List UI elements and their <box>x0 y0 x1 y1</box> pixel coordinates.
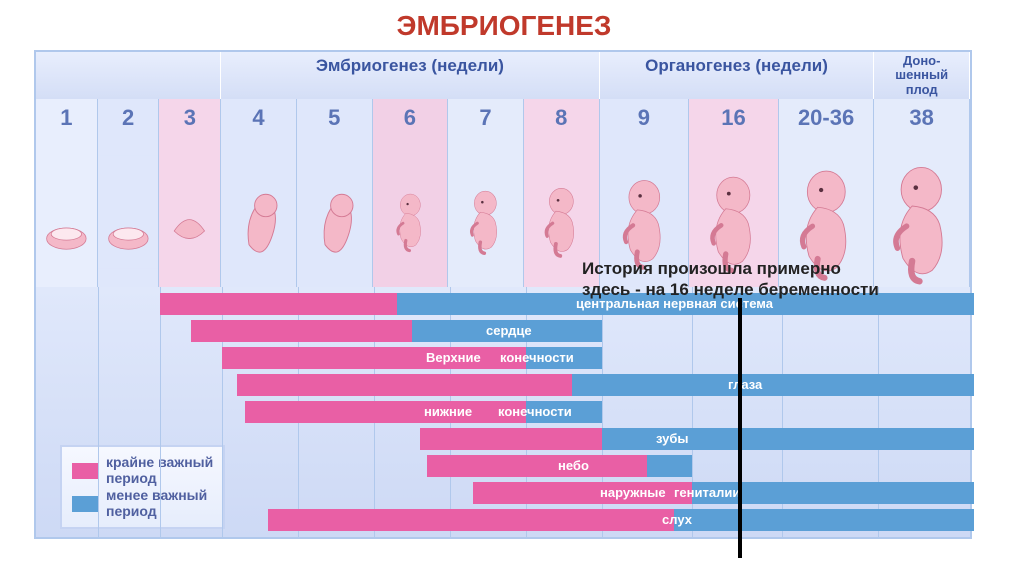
annotation-pointer <box>738 298 742 558</box>
week-cell-1: 1 <box>36 99 98 137</box>
embryo-week-7 <box>448 137 524 287</box>
header-organogenesis: Органогенез (недели) <box>600 52 875 99</box>
bar-less-critical <box>647 455 692 477</box>
annotation-line2: здесь - на 16 неделе беременности <box>582 279 879 300</box>
gantt-area: крайне важный период менее важный период… <box>36 287 970 537</box>
bar-label: нижние <box>424 404 472 419</box>
bar-label: наружные <box>600 485 666 500</box>
week-cell-20-36: 20-36 <box>779 99 875 137</box>
embryo-week-3 <box>159 137 221 287</box>
bar-label: гениталии <box>674 485 740 500</box>
bar-label: глаза <box>728 377 762 392</box>
week-cell-8: 8 <box>524 99 600 137</box>
week-cell-38: 38 <box>874 99 970 137</box>
bar-label: слух <box>662 512 692 527</box>
organ-row-зубы: зубы <box>36 428 970 452</box>
embryo-week-1 <box>36 137 98 287</box>
week-cell-2: 2 <box>98 99 160 137</box>
bar-label: Верхние <box>426 350 481 365</box>
bar-label: зубы <box>656 431 689 446</box>
bar-label: небо <box>558 458 589 473</box>
header-embryogenesis: Эмбриогенез (недели) <box>221 52 599 99</box>
bar-critical <box>420 428 602 450</box>
embryo-week-38 <box>874 137 970 287</box>
annotation-line1: История произошла примерно <box>582 258 879 279</box>
embryo-week-5 <box>297 137 373 287</box>
week-cell-9: 9 <box>600 99 690 137</box>
organ-row-сердце: сердце <box>36 320 970 344</box>
week-cell-5: 5 <box>297 99 373 137</box>
page-title: ЭМБРИОГЕНЕЗ <box>22 10 986 42</box>
week-cell-3: 3 <box>159 99 221 137</box>
bar-label: конечности <box>500 350 574 365</box>
bar-critical <box>160 293 397 315</box>
organ-row-глаза: глаза <box>36 374 970 398</box>
week-cell-6: 6 <box>373 99 449 137</box>
bar-critical <box>245 401 526 423</box>
bar-less-critical <box>572 374 974 396</box>
week-cell-16: 16 <box>689 99 779 137</box>
header-blank <box>36 52 221 99</box>
embryo-week-4 <box>221 137 297 287</box>
bar-critical <box>237 374 571 396</box>
embryo-week-6 <box>373 137 449 287</box>
bar-label: конечности <box>498 404 572 419</box>
bar-critical <box>191 320 412 342</box>
bar-label: сердце <box>486 323 532 338</box>
organ-row-небо: небо <box>36 455 970 479</box>
week-cell-4: 4 <box>221 99 297 137</box>
section-headers: Эмбриогенез (недели) Органогенез (недели… <box>36 52 970 99</box>
embryo-week-2 <box>98 137 160 287</box>
week-cell-7: 7 <box>448 99 524 137</box>
organ-row-слух: слух <box>36 509 970 533</box>
weeks-row: 1234567891620-3638 <box>36 99 970 137</box>
bar-less-critical <box>674 509 974 531</box>
bar-critical <box>268 509 674 531</box>
header-term: Доно- шенный плод <box>874 52 970 99</box>
organ-row-наружные-гениталии: наружные гениталии <box>36 482 970 506</box>
organ-row-нижние-конечности: нижние конечности <box>36 401 970 425</box>
bar-critical <box>427 455 647 477</box>
annotation-text: История произошла примерно здесь - на 16… <box>582 258 879 301</box>
organ-row-Верхние-конечности: Верхние конечности <box>36 347 970 371</box>
